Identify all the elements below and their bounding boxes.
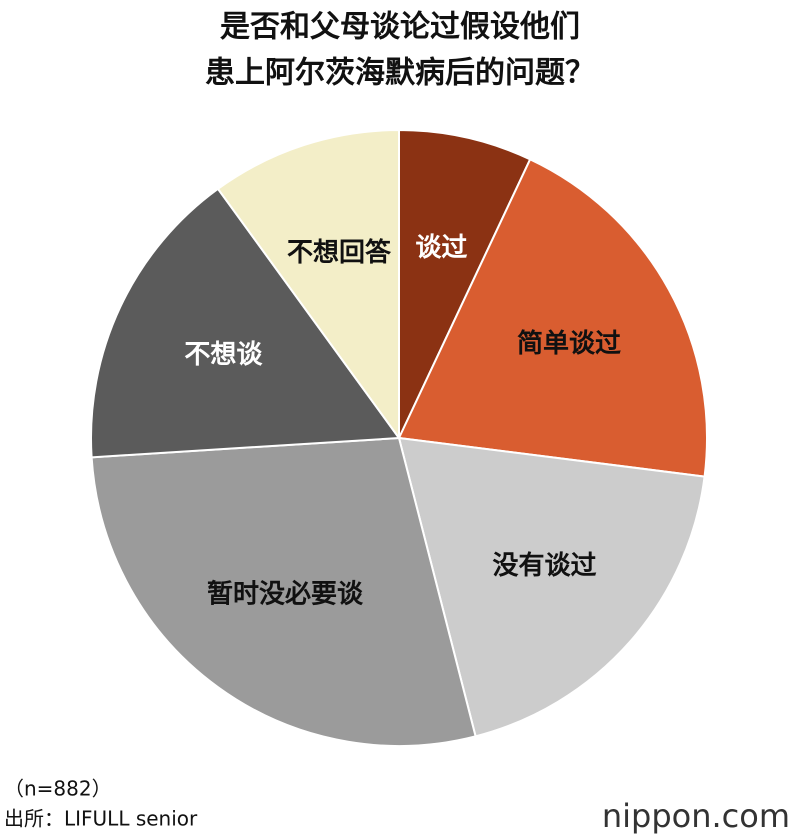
source-note: 出所：LIFULL senior (4, 807, 198, 831)
slice-label: 不想回答 (287, 237, 392, 268)
pie-slice (397, 157, 708, 478)
pie-slice (90, 187, 401, 459)
slice-label: 不想谈 (184, 340, 263, 370)
logo: nippon.com (602, 797, 790, 835)
pie-slice (397, 436, 706, 738)
pie-slice (398, 128, 532, 439)
pie-slice (90, 436, 477, 747)
pie-slice (216, 128, 400, 442)
slice-label: 简单谈过 (517, 328, 621, 359)
chart-title: 患上阿尔茨海默病后的问题？ (205, 56, 595, 91)
sample-note: （n=882） (4, 777, 112, 801)
slice-label: 谈过 (415, 233, 467, 263)
chart-title: 是否和父母谈论过假设他们 (220, 10, 580, 45)
slice-label: 暂时没必要谈 (207, 578, 364, 609)
slice-label: 没有谈过 (493, 551, 597, 581)
